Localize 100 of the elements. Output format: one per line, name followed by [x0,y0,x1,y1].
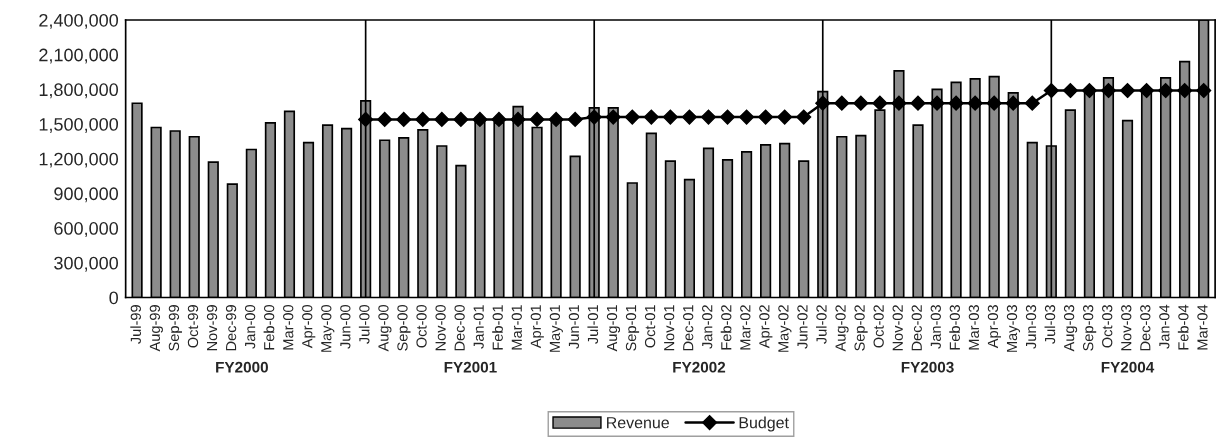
x-tick-label: Mar-02 [740,305,751,350]
x-tick-label: Apr-02 [759,305,773,349]
point [1081,82,1097,99]
point [719,109,736,125]
point [567,111,583,127]
point [434,111,450,127]
text: FY2001 [444,361,497,373]
y-tick-label: 2,100,000 [39,48,119,64]
point [396,111,412,127]
x-tick-label: May-02 [778,305,792,352]
x-tick-label: Jun-03 [1025,305,1037,349]
point [548,111,564,127]
point [624,109,640,125]
x-tick-label: Sep-02 [854,305,868,351]
x-tick-label: Dec-00 [454,304,465,351]
x-tick-label: Oct-00 [416,304,427,348]
point [1177,82,1193,99]
x-tick-label: Jul-03 [1044,305,1056,344]
x-tick-label: Jul-00 [358,304,370,344]
x-tick-label: Jan-02 [702,305,713,349]
x-tick-label: Dec-03 [1140,305,1151,351]
point [1024,95,1040,111]
point [1005,95,1021,111]
x-tick-label: Oct-01 [644,305,656,348]
point [1119,82,1136,99]
text: FY2003 [901,361,954,373]
point [1138,82,1155,99]
x-tick-label: Feb-04 [1177,304,1189,350]
y-tick-label: 600,000 [54,222,119,237]
point [681,109,698,125]
point [358,111,374,127]
point [872,95,888,111]
x-tick-label: May-00 [321,304,335,352]
point [1062,82,1078,99]
point [510,111,526,127]
point [739,109,755,125]
y-tick-label: 2,400,000 [39,13,119,29]
x-tick-label: Feb-03 [949,305,960,350]
legend-label: Budget [739,416,789,432]
point [605,109,621,125]
x-tick-label: Nov-99 [206,305,218,351]
x-tick-label: Mar-04 [1197,304,1208,350]
x-tick-label: Jul-02 [815,305,827,344]
x-tick-label: Sep-03 [1083,305,1097,351]
x-tick-label: May-03 [1006,305,1021,352]
point [777,109,793,125]
point [796,109,812,125]
y-tick-label: 1,200,000 [39,152,119,168]
x-tick-label: Jul-01 [587,305,599,344]
x-tick-label: Feb-00 [263,304,275,350]
x-tick-label: Jun-01 [568,305,580,349]
point [967,95,983,111]
x-tick-label: Dec-01 [683,305,694,351]
point [1043,82,1059,99]
point [891,95,907,111]
x-tick-label: Nov-01 [663,305,675,351]
point [529,111,545,127]
x-tick-label: Jan-04 [1159,304,1170,349]
x-tick-label: Oct-02 [873,305,884,348]
point [1100,82,1117,99]
x-tick-label: Dec-02 [911,305,922,351]
y-tick-label: 1,500,000 [39,117,119,133]
x-tick-label: Nov-03 [1121,305,1132,351]
x-tick-label: May-01 [549,305,563,352]
x-tick-label: Jan-03 [930,305,941,349]
point [910,95,926,111]
point [815,95,831,111]
point [643,109,659,125]
x-tick-label: Nov-02 [892,305,903,351]
x-tick-label: Sep-01 [625,305,640,351]
x-tick-label: Feb-02 [720,305,732,350]
point [662,109,678,125]
x-tick-label: Feb-01 [492,305,503,350]
text: FY2002 [673,361,726,373]
point [586,109,602,125]
x-tick-label: Oct-03 [1102,305,1113,348]
x-tick-label: Apr-00 [302,304,316,349]
y-tick-label: 0 [109,291,119,305]
x-tick-label: Nov-00 [435,304,446,351]
text: FY2000 [216,361,268,373]
x-tick-label: Mar-03 [968,305,980,350]
y-tick-label: 1,800,000 [39,83,119,99]
x-tick-label: Jun-02 [797,305,808,349]
x-tick-label: Aug-00 [378,304,392,352]
x-tick-label: Dec-99 [225,305,237,351]
x-tick-label: Mar-00 [283,304,294,350]
point [758,109,774,125]
x-tick-label: Sep-99 [168,305,182,351]
x-tick-label: Mar-01 [511,305,522,350]
x-tick-label: Jul-99 [130,305,141,344]
point [834,95,850,111]
point [1196,82,1212,99]
point [929,95,945,111]
point [948,95,964,111]
point [472,111,488,127]
point [415,111,431,127]
x-tick-label: Aug-01 [606,305,621,352]
x-tick-label: Aug-02 [835,305,849,352]
point [853,95,869,111]
point [377,111,393,127]
